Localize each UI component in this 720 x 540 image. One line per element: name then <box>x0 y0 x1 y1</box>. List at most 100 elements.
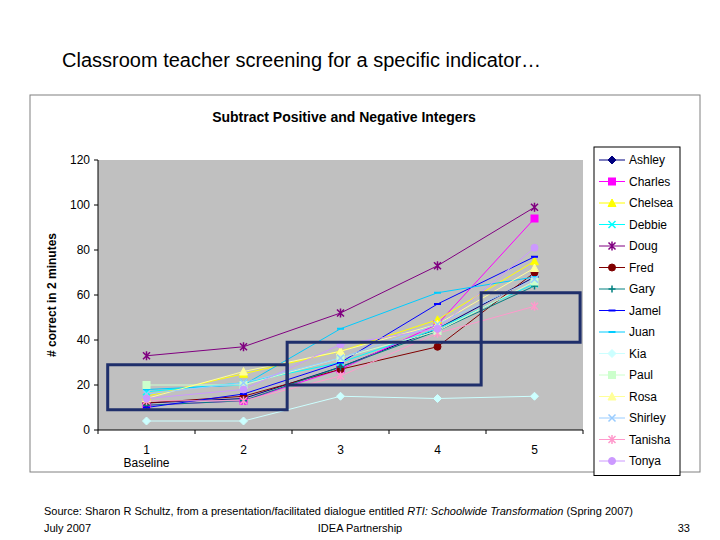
y-tick-label: 100 <box>70 198 90 212</box>
marker-shape <box>609 286 616 293</box>
series-line <box>147 273 535 404</box>
marker-shape <box>434 303 441 305</box>
x-tick <box>389 430 390 434</box>
marker-shape <box>608 393 616 401</box>
legend-marker <box>609 435 616 444</box>
annotation-boxes <box>108 293 580 410</box>
source-text: Source: Sharon R Schultz, from a present… <box>44 505 407 517</box>
point-marker <box>143 395 151 403</box>
legend-label: Gary <box>629 282 655 296</box>
series-line <box>147 257 535 408</box>
x-axis <box>98 430 583 431</box>
legend-label: Tanisha <box>629 433 671 447</box>
marker-shape <box>531 392 539 400</box>
point-marker <box>143 395 150 402</box>
legend-marker <box>609 310 616 311</box>
point-marker <box>143 389 150 390</box>
legend-marker <box>609 286 616 293</box>
marker-shape <box>434 325 441 332</box>
marker-shape <box>337 392 345 400</box>
series-line <box>147 219 535 406</box>
footer-date: July 2007 <box>44 522 91 534</box>
marker-shape <box>531 302 538 311</box>
legend-marker <box>608 156 616 164</box>
slide-title: Classroom teacher screening for a specif… <box>62 49 541 71</box>
legend-label: Tonya <box>629 454 661 468</box>
point-marker <box>240 386 247 393</box>
marker-shape <box>434 395 442 403</box>
marker-shape <box>240 379 247 386</box>
legend-label: Doug <box>629 239 658 253</box>
marker-shape <box>531 264 539 272</box>
legend-label: Kia <box>629 347 647 361</box>
marker-shape <box>337 372 344 381</box>
marker-shape <box>143 351 150 360</box>
marker-shape <box>609 372 616 379</box>
annotation-box <box>287 342 481 385</box>
legend-marker <box>609 332 616 333</box>
x-tick-label: 3 <box>337 443 344 457</box>
source-title: RTI: Schoolwide Transformation <box>407 505 563 517</box>
legend-label: Ashley <box>629 153 665 167</box>
marker-shape <box>609 242 616 251</box>
point-marker <box>531 244 538 251</box>
source-text: (Spring 2007) <box>563 505 633 517</box>
y-tick <box>94 295 98 296</box>
marker-shape <box>531 203 538 212</box>
marker-shape <box>240 417 248 425</box>
point-marker <box>434 325 442 333</box>
legend-label: Fred <box>629 261 654 275</box>
point-marker <box>337 372 344 381</box>
legend-marker <box>609 458 616 465</box>
marker-shape <box>240 397 247 404</box>
x-tick <box>195 430 196 434</box>
legend-label: Paul <box>629 368 653 382</box>
point-marker <box>434 343 441 350</box>
point-marker <box>531 302 538 311</box>
legend-marker <box>608 199 616 207</box>
marker-shape <box>337 355 344 362</box>
x-tick <box>486 430 487 434</box>
marker-shape <box>609 310 616 312</box>
legend-marker <box>609 178 616 185</box>
plot-data <box>143 203 539 425</box>
x-tick <box>292 430 293 434</box>
marker-shape <box>531 215 538 222</box>
point-marker <box>434 395 442 403</box>
marker-shape <box>337 364 344 371</box>
marker-shape <box>434 325 441 332</box>
source-note: Source: Sharon R Schultz, from a present… <box>44 505 633 517</box>
point-marker <box>240 394 247 395</box>
marker-shape <box>143 395 150 402</box>
marker-shape <box>240 342 247 351</box>
point-marker <box>143 382 150 389</box>
legend-marker <box>609 221 616 228</box>
point-marker <box>531 256 538 257</box>
marker-shape <box>609 435 616 444</box>
y-tick <box>94 160 98 161</box>
legend-marker <box>609 264 616 271</box>
page-number: 33 <box>678 522 690 534</box>
marker-shape <box>240 386 247 393</box>
marker-shape <box>609 178 616 185</box>
series-line <box>147 261 535 396</box>
marker-shape <box>337 328 344 330</box>
x-tick-label: 4 <box>434 443 441 457</box>
point-marker <box>434 261 441 270</box>
legend-line <box>599 310 625 311</box>
marker-shape <box>143 395 151 403</box>
legend-label: Jamel <box>629 304 661 318</box>
y-tick <box>94 250 98 251</box>
x-tick-label: 5 <box>531 443 538 457</box>
series-line <box>147 277 535 390</box>
legend <box>594 147 680 476</box>
y-tick-label: 20 <box>77 378 91 392</box>
chart-title: Subtract Positive and Negative Integers <box>212 109 476 125</box>
point-marker <box>434 325 441 332</box>
point-marker <box>240 417 248 425</box>
annotation-box <box>481 293 580 343</box>
y-tick-label: 40 <box>77 333 91 347</box>
marker-shape <box>240 396 247 405</box>
point-marker <box>434 292 441 293</box>
marker-shape <box>240 368 248 376</box>
